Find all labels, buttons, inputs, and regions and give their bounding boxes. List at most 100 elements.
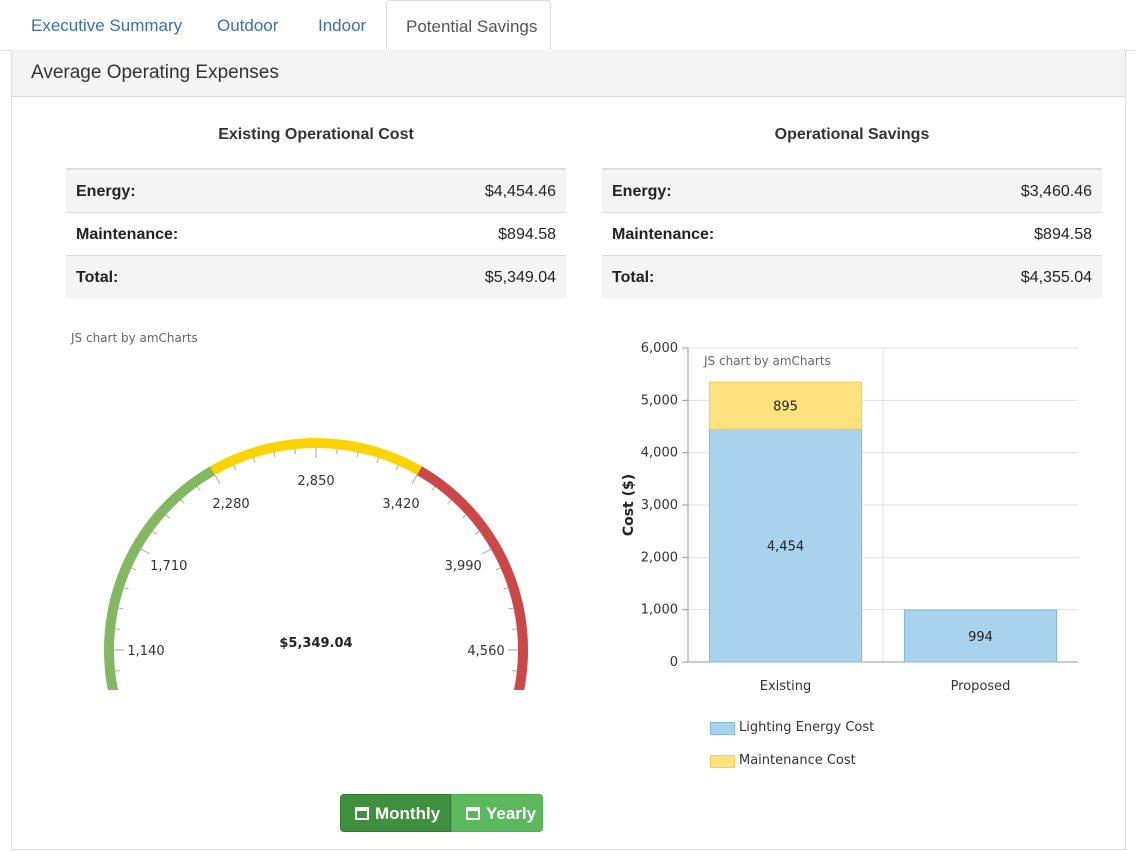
bar-data-label: 994 (968, 630, 993, 645)
gauge-tick (508, 607, 514, 610)
gauge-tick-label: 2,280 (212, 497, 249, 512)
savings-table: Energy: $3,460.46 Maintenance: $894.58 T… (602, 168, 1102, 299)
row-label: Energy: (612, 183, 672, 200)
y-tick-label: 2,000 (641, 550, 678, 565)
gauge-tick-label: 2,850 (297, 474, 334, 489)
existing-cost-table: Energy: $4,454.46 Maintenance: $894.58 T… (66, 168, 566, 299)
row-label: Total: (612, 269, 655, 286)
gauge-tick-label: 1,710 (150, 559, 187, 574)
row-label: Total: (76, 269, 119, 286)
gauge-tick (294, 449, 296, 455)
table-row: Energy: $3,460.46 (602, 170, 1102, 213)
gauge-tick (214, 474, 221, 484)
gauge-tick (115, 628, 121, 630)
gauge-tick (123, 587, 129, 590)
gauge-tick (152, 530, 157, 535)
gauge-tick (115, 670, 121, 672)
cost-bar-chart: 0 1,000 2,000 3,000 4,000 5,000 6,000 4,454 895 E… (621, 341, 1078, 694)
bar-segment (708, 381, 863, 430)
gauge-tick (411, 474, 418, 484)
existing-cost-title: Existing Operational Cost (218, 126, 414, 143)
row-label: Maintenance: (612, 226, 715, 243)
monthly-button[interactable]: Monthly (340, 794, 451, 832)
tab-indoor[interactable]: Indoor (318, 16, 367, 35)
gauge-tick (395, 465, 399, 471)
gauge-tick (511, 670, 517, 672)
yearly-label: Yearly (486, 804, 537, 823)
bar-segment (903, 609, 1058, 663)
y-tick-label: 4,000 (641, 446, 678, 461)
gauge-tick (273, 452, 276, 458)
savings-title: Operational Savings (774, 126, 930, 143)
y-tick-label: 1,000 (641, 603, 678, 618)
gauge-tick (196, 486, 201, 491)
gauge-band (104, 466, 215, 690)
legend-swatch-maintenance[interactable] (710, 755, 735, 768)
row-value: $3,460.46 (1020, 183, 1092, 200)
calendar-icon (466, 807, 480, 820)
x-tick-label: Proposed (951, 679, 1011, 694)
gauge-tick (180, 499, 185, 504)
calendar-icon (355, 807, 369, 820)
gauge-tick-label: 3,420 (382, 497, 419, 512)
gauge-tick-label: 3,990 (445, 559, 482, 574)
gauge-tick (482, 548, 492, 555)
panel-title: Average Operating Expenses (31, 62, 279, 83)
gauge-tick (511, 628, 517, 630)
gauge-tick (503, 587, 509, 590)
tab-outdoor[interactable]: Outdoor (217, 16, 279, 35)
row-value: $4,454.46 (484, 183, 556, 200)
row-label: Maintenance: (76, 226, 179, 243)
tab-bar: Executive Summary Outdoor Indoor Potenti… (0, 0, 1136, 51)
gauge-tick (165, 514, 170, 519)
tab-potential-savings[interactable]: Potential Savings (386, 0, 551, 51)
gauge-tick (447, 499, 452, 504)
gauge-chart: 05701,1401,7102,2802,8503,4203,9904,5605… (104, 438, 528, 690)
yearly-button[interactable]: Yearly (451, 794, 543, 832)
gauge-value-label: $5,349.04 (279, 636, 352, 651)
gauge-tick (140, 548, 150, 555)
gauge-tick (431, 486, 436, 491)
gauge-tick (336, 449, 338, 455)
gauge-tick (131, 567, 137, 571)
gauge-tick (376, 457, 379, 463)
legend-label-energy[interactable]: Lighting Energy Cost (739, 720, 875, 735)
table-row: Energy: $4,454.46 (66, 170, 566, 213)
gauge-band (210, 438, 422, 476)
bar-data-label: 4,454 (767, 539, 804, 554)
gauge-tick (233, 465, 237, 471)
gauge-tick (475, 530, 480, 535)
gauge-tick-label: 4,560 (467, 644, 504, 659)
row-value: $894.58 (498, 226, 556, 243)
legend-swatch-energy[interactable] (710, 722, 735, 735)
gauge-band (417, 466, 528, 690)
panel-heading: Average Operating Expenses (12, 50, 1125, 97)
row-label: Energy: (76, 183, 136, 200)
y-tick-label: 3,000 (641, 498, 678, 513)
monthly-label: Monthly (375, 804, 441, 823)
gauge-credit[interactable]: JS chart by amCharts (71, 331, 198, 345)
gauge-tick (118, 607, 124, 610)
table-row: Maintenance: $894.58 (602, 213, 1102, 256)
gauge-tick (462, 514, 467, 519)
table-row: Total: $5,349.04 (66, 256, 566, 299)
y-tick-label: 0 (670, 655, 678, 670)
operating-expenses-panel: Average Operating Expenses (11, 50, 1126, 850)
gauge-tick (253, 457, 256, 463)
table-row: Total: $4,355.04 (602, 256, 1102, 299)
y-axis-label: Cost ($) (621, 474, 637, 536)
tab-executive-summary[interactable]: Executive Summary (31, 16, 183, 35)
bar-data-label: 895 (773, 399, 798, 414)
table-row: Maintenance: $894.58 (66, 213, 566, 256)
x-tick-label: Existing (760, 679, 812, 694)
bar-chart-credit[interactable]: JS chart by amCharts (704, 354, 831, 368)
gauge-tick (356, 452, 359, 458)
row-value: $894.58 (1034, 226, 1092, 243)
gauge-tick (495, 567, 501, 571)
bar-segment (708, 428, 863, 663)
y-tick-label: 5,000 (641, 393, 678, 408)
y-tick-label: 6,000 (641, 341, 678, 356)
row-value: $4,355.04 (1020, 269, 1092, 286)
legend-label-maintenance[interactable]: Maintenance Cost (739, 753, 856, 768)
gauge-tick-label: 1,140 (127, 644, 164, 659)
